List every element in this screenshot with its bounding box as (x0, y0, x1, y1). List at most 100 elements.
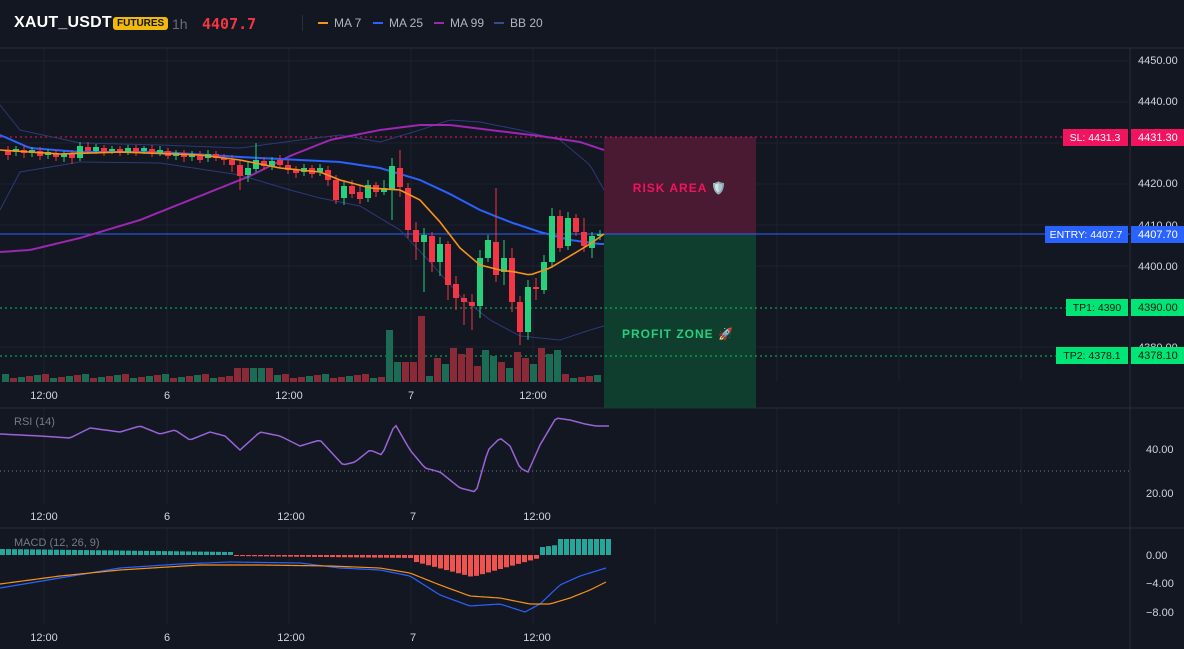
legend-ma99[interactable]: MA 99 (434, 16, 484, 30)
price-tick-4440: 4440.00 (1138, 96, 1178, 108)
legend-ma7[interactable]: MA 7 (318, 16, 361, 30)
volume-bar (354, 375, 361, 382)
entry-axis-text: 4407.70 (1138, 229, 1178, 241)
macd-bar (0, 549, 5, 555)
macd-tick-minus8: −8.00 (1146, 607, 1174, 619)
sl-tag-text: SL: 4431.3 (1070, 132, 1121, 144)
volume-bar (58, 377, 65, 382)
time-tick-1: 12:00 (30, 390, 58, 402)
candle-body (253, 160, 259, 169)
volume-bar (450, 348, 457, 382)
macd-bar (516, 555, 521, 564)
macd-bar (312, 555, 317, 557)
macd-bar (150, 550, 155, 555)
volume-bar (10, 378, 17, 382)
macd-bar (480, 555, 485, 575)
volume-bar (234, 368, 241, 382)
candle-body (469, 302, 475, 306)
volume-bar (386, 330, 393, 382)
candle-body (85, 147, 91, 151)
candle-body (317, 168, 323, 172)
volume-bar (314, 375, 321, 382)
sl-tag[interactable] (1063, 129, 1128, 146)
symbol-name[interactable]: XAUT_USDT (14, 14, 112, 31)
risk-zone-label: RISK AREA 🛡️ (633, 181, 727, 195)
volume-bar (250, 368, 257, 382)
bb-upper-line (0, 104, 605, 191)
legend-ma25[interactable]: MA 25 (373, 16, 423, 30)
candle-body (133, 148, 139, 152)
macd-bar (540, 547, 545, 555)
macd-bar (378, 555, 383, 558)
candle-body (445, 244, 451, 285)
macd-bar (96, 550, 101, 555)
volume-bar (138, 377, 145, 382)
macd-bar (456, 555, 461, 574)
volume-bar (194, 375, 201, 382)
macd-bar (78, 550, 83, 555)
macd-bar (600, 539, 605, 555)
candle-body (581, 232, 587, 246)
macd-bar (48, 549, 53, 555)
candle-body (437, 244, 443, 262)
macd-bar (594, 539, 599, 555)
volume-bar (290, 378, 297, 382)
macd-bar (252, 555, 257, 557)
time-tick-2: 6 (164, 390, 170, 402)
volume-bar (74, 375, 81, 382)
volume-bar (522, 358, 529, 382)
macd-time-tick-4: 7 (410, 632, 416, 644)
entry-tag[interactable] (1045, 226, 1128, 243)
candle-body (557, 216, 563, 248)
volume-bar (106, 376, 113, 382)
tp1-tag[interactable] (1066, 299, 1128, 316)
volume-bar (266, 368, 273, 382)
candle-body (245, 168, 251, 175)
volume-bar (554, 350, 561, 382)
macd-bar (498, 555, 503, 569)
volume-bar (130, 378, 137, 382)
volume-bar (202, 374, 209, 382)
legend-bb20[interactable]: BB 20 (494, 16, 543, 30)
volume-bar (362, 374, 369, 382)
macd-tick-0: 0.00 (1146, 550, 1167, 562)
volume-bar (474, 366, 481, 382)
macd-bar (132, 550, 137, 555)
macd-bar (294, 555, 299, 557)
entry-axis-tag (1131, 226, 1184, 243)
macd-time-tick-1: 12:00 (30, 632, 58, 644)
macd-bar (348, 555, 353, 558)
candle-body (69, 154, 75, 158)
ma99-swatch (434, 22, 444, 24)
macd-bar (288, 555, 293, 557)
candle-body (453, 284, 459, 298)
candle-body (501, 258, 507, 272)
candle-body (149, 149, 155, 153)
macd-bar (270, 555, 275, 557)
macd-bar (24, 549, 29, 555)
tp2-tag[interactable] (1056, 347, 1128, 364)
macd-bar (264, 555, 269, 557)
volume-bar (514, 352, 521, 382)
volume-bar (242, 368, 249, 382)
timeframe-label[interactable]: 1h (172, 16, 188, 32)
volume-bar (162, 374, 169, 382)
volume-bar (114, 375, 121, 382)
macd-bar (84, 550, 89, 555)
volume-bar (562, 374, 569, 382)
sl-axis-tag (1131, 129, 1184, 146)
volume-bar (42, 374, 49, 382)
time-tick-4: 7 (408, 390, 414, 402)
macd-bar (474, 555, 479, 576)
candle-body (485, 240, 491, 258)
macd-bar (204, 551, 209, 555)
tp1-axis-text: 4390.00 (1138, 302, 1178, 314)
candle-body (77, 146, 83, 158)
volume-bar (34, 375, 41, 382)
macd-label: MACD (12, 26, 9) (14, 537, 100, 549)
macd-histogram (0, 539, 611, 577)
candle-body (157, 150, 163, 153)
price-tick-4400: 4400.00 (1138, 261, 1178, 273)
candle-body (269, 161, 275, 166)
